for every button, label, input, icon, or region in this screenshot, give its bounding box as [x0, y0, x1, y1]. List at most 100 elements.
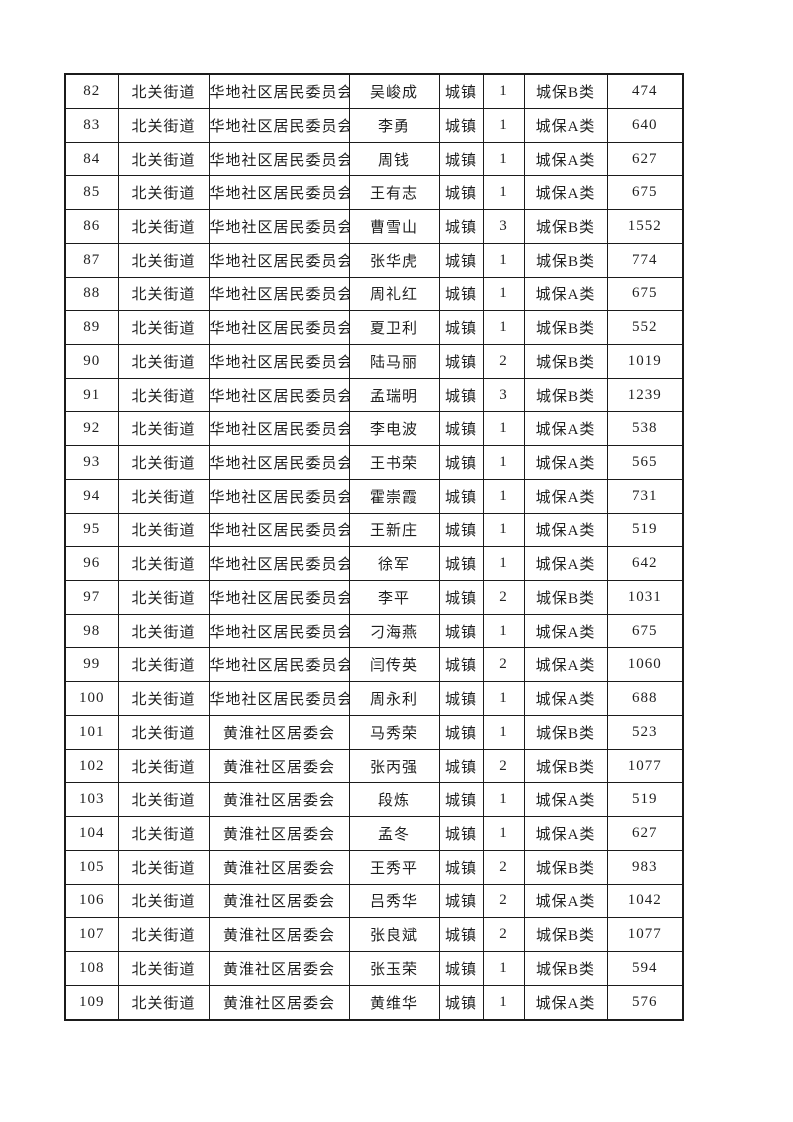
cell-community: 华地社区居民委员会 [208, 512, 350, 548]
cell-category: 城保B类 [523, 344, 608, 379]
cell-community: 华地社区居民委员会 [208, 344, 350, 379]
table-row: 85 北关街道 华地社区居民委员会 王有志 城镇 1 城保A类 675 [64, 175, 684, 211]
cell-category: 城保A类 [523, 613, 608, 649]
cell-community: 华地社区居民委员会 [208, 141, 350, 177]
cell-category: 城保B类 [523, 950, 608, 986]
cell-amount: 538 [606, 411, 684, 447]
cell-street: 北关街道 [117, 748, 210, 784]
cell-amount: 594 [606, 950, 684, 986]
cell-residence-type: 城镇 [438, 310, 484, 346]
cell-street: 北关街道 [117, 107, 210, 143]
cell-category: 城保A类 [523, 512, 608, 548]
cell-person-name: 王秀平 [348, 849, 440, 885]
cell-residence-type: 城镇 [438, 917, 484, 952]
cell-amount: 774 [606, 242, 684, 278]
cell-residence-type: 城镇 [438, 242, 484, 278]
cell-count: 1 [482, 73, 525, 109]
table-row: 93 北关街道 华地社区居民委员会 王书荣 城镇 1 城保A类 565 [64, 445, 684, 480]
cell-row-number: 104 [64, 816, 119, 851]
table-row: 95 北关街道 华地社区居民委员会 王新庄 城镇 1 城保A类 519 [64, 512, 684, 548]
cell-person-name: 张丙强 [348, 748, 440, 784]
cell-community: 华地社区居民委员会 [208, 107, 350, 143]
table-row: 104 北关街道 黄淮社区居委会 孟冬 城镇 1 城保A类 627 [64, 816, 684, 851]
cell-community: 黄淮社区居委会 [208, 984, 350, 1021]
cell-community: 华地社区居民委员会 [208, 580, 350, 615]
table-row: 84 北关街道 华地社区居民委员会 周钱 城镇 1 城保A类 627 [64, 141, 684, 177]
cell-row-number: 96 [64, 546, 119, 582]
cell-row-number: 94 [64, 478, 119, 514]
cell-amount: 519 [606, 512, 684, 548]
cell-street: 北关街道 [117, 276, 210, 312]
cell-count: 1 [482, 782, 525, 818]
cell-street: 北关街道 [117, 546, 210, 582]
cell-community: 黄淮社区居委会 [208, 782, 350, 818]
cell-community: 华地社区居民委员会 [208, 310, 350, 346]
record-table: 82 北关街道 华地社区居民委员会 吴峻成 城镇 1 城保B类 474 83 北关街道 华地社区居民… [64, 73, 684, 1021]
cell-row-number: 91 [64, 377, 119, 413]
cell-person-name: 张良斌 [348, 917, 440, 952]
table-row: 90 北关街道 华地社区居民委员会 陆马丽 城镇 2 城保B类 1019 [64, 344, 684, 379]
cell-person-name: 周永利 [348, 681, 440, 716]
cell-row-number: 109 [64, 984, 119, 1021]
cell-community: 黄淮社区居委会 [208, 883, 350, 919]
cell-community: 华地社区居民委员会 [208, 209, 350, 244]
cell-category: 城保A类 [523, 141, 608, 177]
cell-residence-type: 城镇 [438, 377, 484, 413]
table-row: 108 北关街道 黄淮社区居委会 张玉荣 城镇 1 城保B类 594 [64, 950, 684, 986]
cell-row-number: 103 [64, 782, 119, 818]
cell-person-name: 曹雪山 [348, 209, 440, 244]
cell-person-name: 吴峻成 [348, 73, 440, 109]
cell-residence-type: 城镇 [438, 411, 484, 447]
table-row: 92 北关街道 华地社区居民委员会 李电波 城镇 1 城保A类 538 [64, 411, 684, 447]
cell-row-number: 87 [64, 242, 119, 278]
cell-row-number: 82 [64, 73, 119, 109]
cell-community: 黄淮社区居委会 [208, 917, 350, 952]
cell-amount: 642 [606, 546, 684, 582]
cell-amount: 688 [606, 681, 684, 716]
cell-street: 北关街道 [117, 917, 210, 952]
cell-person-name: 刁海燕 [348, 613, 440, 649]
cell-row-number: 100 [64, 681, 119, 716]
cell-count: 1 [482, 681, 525, 716]
cell-amount: 519 [606, 782, 684, 818]
cell-community: 华地社区居民委员会 [208, 276, 350, 312]
cell-community: 华地社区居民委员会 [208, 242, 350, 278]
cell-amount: 627 [606, 816, 684, 851]
cell-person-name: 李平 [348, 580, 440, 615]
cell-street: 北关街道 [117, 141, 210, 177]
cell-residence-type: 城镇 [438, 175, 484, 211]
cell-category: 城保A类 [523, 883, 608, 919]
cell-residence-type: 城镇 [438, 984, 484, 1021]
cell-amount: 640 [606, 107, 684, 143]
cell-count: 2 [482, 917, 525, 952]
cell-row-number: 97 [64, 580, 119, 615]
cell-residence-type: 城镇 [438, 546, 484, 582]
cell-count: 1 [482, 411, 525, 447]
cell-category: 城保A类 [523, 445, 608, 480]
cell-person-name: 孟瑞明 [348, 377, 440, 413]
cell-street: 北关街道 [117, 950, 210, 986]
cell-amount: 552 [606, 310, 684, 346]
cell-count: 2 [482, 883, 525, 919]
cell-category: 城保B类 [523, 580, 608, 615]
cell-community: 华地社区居民委员会 [208, 613, 350, 649]
cell-street: 北关街道 [117, 344, 210, 379]
cell-amount: 474 [606, 73, 684, 109]
cell-street: 北关街道 [117, 647, 210, 683]
cell-residence-type: 城镇 [438, 849, 484, 885]
cell-count: 1 [482, 546, 525, 582]
cell-residence-type: 城镇 [438, 107, 484, 143]
table-row: 102 北关街道 黄淮社区居委会 张丙强 城镇 2 城保B类 1077 [64, 748, 684, 784]
cell-amount: 1042 [606, 883, 684, 919]
cell-person-name: 王新庄 [348, 512, 440, 548]
cell-community: 黄淮社区居委会 [208, 714, 350, 750]
cell-category: 城保B类 [523, 377, 608, 413]
table-row: 109 北关街道 黄淮社区居委会 黄维华 城镇 1 城保A类 576 [64, 984, 684, 1021]
table-row: 88 北关街道 华地社区居民委员会 周礼红 城镇 1 城保A类 675 [64, 276, 684, 312]
cell-amount: 1239 [606, 377, 684, 413]
cell-street: 北关街道 [117, 984, 210, 1021]
cell-count: 1 [482, 310, 525, 346]
cell-person-name: 王书荣 [348, 445, 440, 480]
cell-community: 华地社区居民委员会 [208, 377, 350, 413]
cell-street: 北关街道 [117, 883, 210, 919]
